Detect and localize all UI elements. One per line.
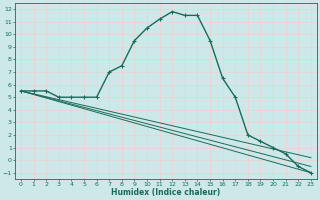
X-axis label: Humidex (Indice chaleur): Humidex (Indice chaleur) — [111, 188, 220, 197]
